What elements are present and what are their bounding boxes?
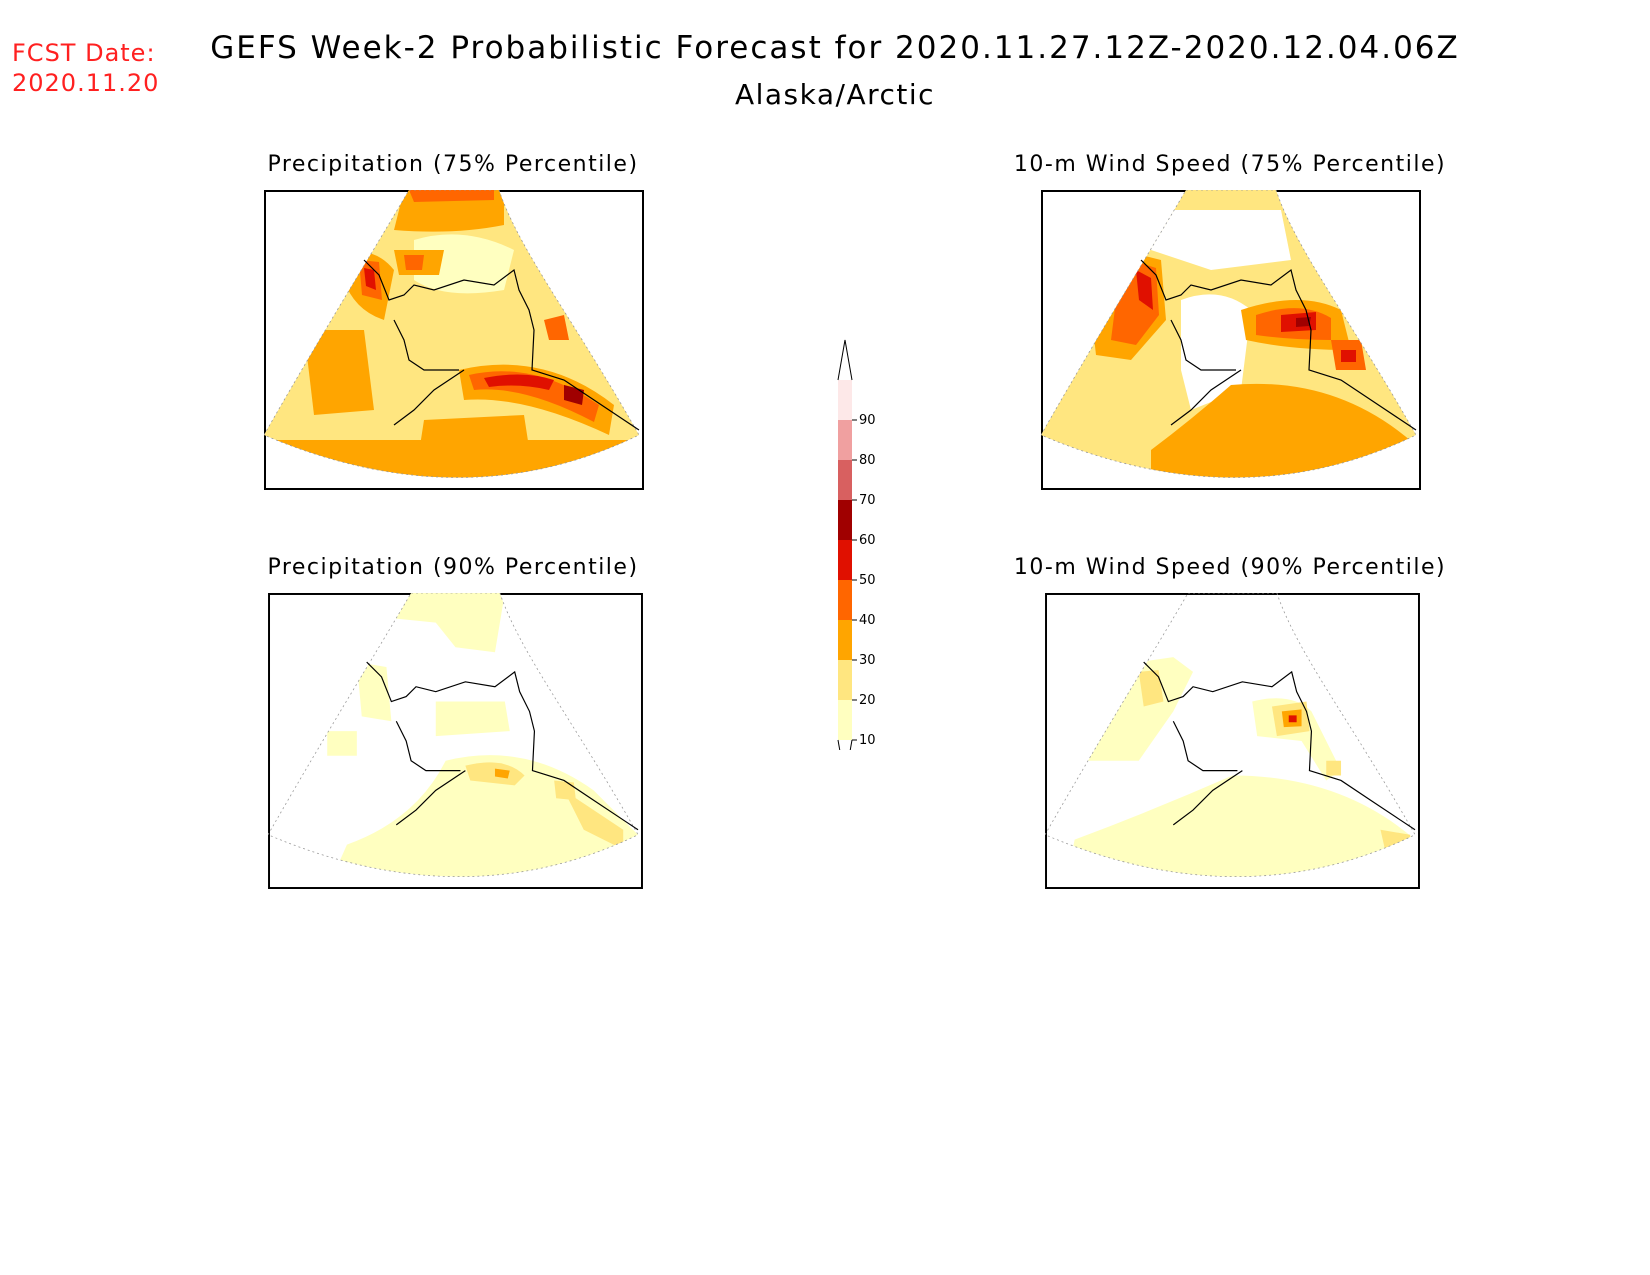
region-subtitle: Alaska/Arctic xyxy=(734,78,936,111)
colorbar-swatch xyxy=(838,660,852,700)
colorbar-tick-label: 60 xyxy=(859,533,876,548)
colorbar-swatch xyxy=(838,580,852,620)
colorbar-swatch xyxy=(838,460,852,500)
colorbar-swatch xyxy=(838,620,852,660)
colorbar-tick-label: 10 xyxy=(859,733,876,748)
colorbar-swatch xyxy=(838,540,852,580)
colorbar: 10 20 30 40 50 60 70 80 90 xyxy=(837,339,876,750)
colorbar-tick-label: 30 xyxy=(859,653,876,668)
colorbar-tick-label: 20 xyxy=(859,693,876,708)
forecast-date-label: FCST Date: xyxy=(12,39,156,67)
colorbar-swatch xyxy=(838,500,852,540)
panel-title-precip-90: Precipitation (90% Percentile) xyxy=(267,555,639,580)
colorbar-tick-label: 80 xyxy=(859,453,876,468)
map-wind-90 xyxy=(1045,593,1420,889)
colorbar-tick-label: 50 xyxy=(859,573,876,588)
panel-title-wind-90: 10-m Wind Speed (90% Percentile) xyxy=(1013,555,1447,580)
colorbar-swatch xyxy=(838,700,852,740)
map-precip-75 xyxy=(264,190,644,490)
colorbar-swatch xyxy=(838,420,852,460)
colorbar-tick-label: 70 xyxy=(859,493,876,508)
colorbar-swatch xyxy=(838,380,852,420)
map-precip-90 xyxy=(268,593,643,889)
forecast-date-value: 2020.11.20 xyxy=(12,69,160,97)
colorbar-bottom-arrow xyxy=(837,739,853,750)
panel-title-precip-75: Precipitation (75% Percentile) xyxy=(267,152,639,177)
colorbar-tick-label: 90 xyxy=(859,413,876,428)
figure-title: GEFS Week-2 Probabilistic Forecast for 2… xyxy=(210,30,1460,66)
panel-title-wind-75: 10-m Wind Speed (75% Percentile) xyxy=(1013,152,1447,177)
forecast-date: FCST Date: 2020.11.20 xyxy=(12,38,159,98)
colorbar-tick-label: 40 xyxy=(859,613,876,628)
colorbar-top-arrow xyxy=(837,339,853,381)
map-wind-75 xyxy=(1041,190,1421,490)
